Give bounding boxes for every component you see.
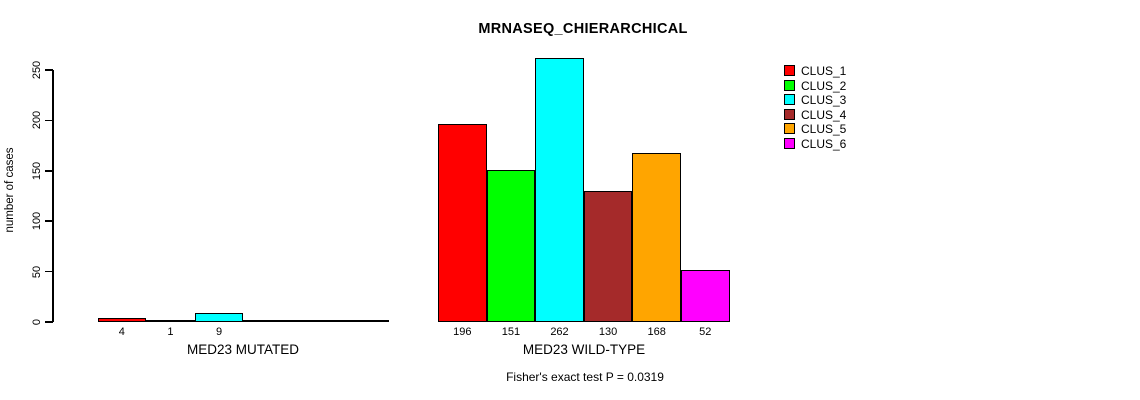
- y-axis-label-text: number of cases: [4, 147, 16, 233]
- bar-clus_3: [194, 313, 244, 322]
- bar-value-label: 52: [699, 326, 712, 338]
- bar-value-label: 4: [118, 326, 125, 338]
- x-group-label-med23-mutated: MED23 MUTATED: [186, 342, 299, 357]
- bar-clus_1: [438, 124, 487, 322]
- bar-value-label: 130: [598, 326, 618, 338]
- legend-label: CLUS_1: [801, 64, 847, 78]
- legend-swatch-icon: [784, 137, 795, 149]
- x-group-label-med23-wild-type: MED23 WILD-TYPE: [522, 342, 646, 357]
- bar-value-label: 1: [167, 326, 174, 338]
- legend-swatch-icon: [784, 94, 795, 105]
- y-tick-label-text: 0: [31, 318, 43, 326]
- y-tick: [45, 220, 53, 222]
- legend-label: CLUS_2: [801, 78, 847, 93]
- y-tick: [45, 321, 53, 323]
- fisher-test-annotation: Fisher's exact test P = 0.0319: [506, 370, 664, 384]
- y-tick: [45, 69, 53, 71]
- y-tick: [45, 170, 53, 172]
- legend-swatch-icon: [784, 65, 795, 76]
- bar-clus_3: [535, 58, 584, 322]
- y-tick: [45, 119, 53, 122]
- y-tick-label-text: 250: [31, 60, 43, 80]
- y-axis-line: [52, 70, 54, 322]
- bar-value-label: 196: [453, 326, 472, 338]
- legend-label: CLUS_5: [801, 122, 847, 136]
- legend-label: CLUS_6: [801, 136, 847, 151]
- legend-swatch-icon: [784, 108, 795, 120]
- y-tick-label-text: 150: [31, 161, 43, 180]
- y-tick-label-text: 100: [31, 212, 43, 231]
- bar-clus_1: [97, 318, 147, 322]
- legend-label: CLUS_4: [801, 107, 847, 122]
- bar-value-label: 262: [550, 326, 569, 338]
- bar-value-label: 9: [215, 326, 223, 338]
- legend-label: CLUS_3: [801, 93, 847, 107]
- legend-swatch-icon: [784, 123, 795, 134]
- baseline: [97, 320, 390, 322]
- bar-clus_4: [583, 191, 633, 322]
- bar-clus_2: [486, 170, 536, 322]
- bar-clus_6: [681, 270, 730, 322]
- chart-title: MRNASEQ_CHIERARCHICAL: [478, 21, 688, 37]
- y-tick-label-text: 50: [31, 265, 43, 278]
- bar-clus_5: [632, 153, 681, 322]
- y-tick: [45, 270, 53, 273]
- y-tick-label-text: 200: [31, 111, 43, 130]
- bar-clus_2: [146, 320, 195, 322]
- bar-value-label: 151: [501, 326, 521, 338]
- bar-value-label: 168: [647, 326, 666, 338]
- legend-swatch-icon: [784, 79, 795, 91]
